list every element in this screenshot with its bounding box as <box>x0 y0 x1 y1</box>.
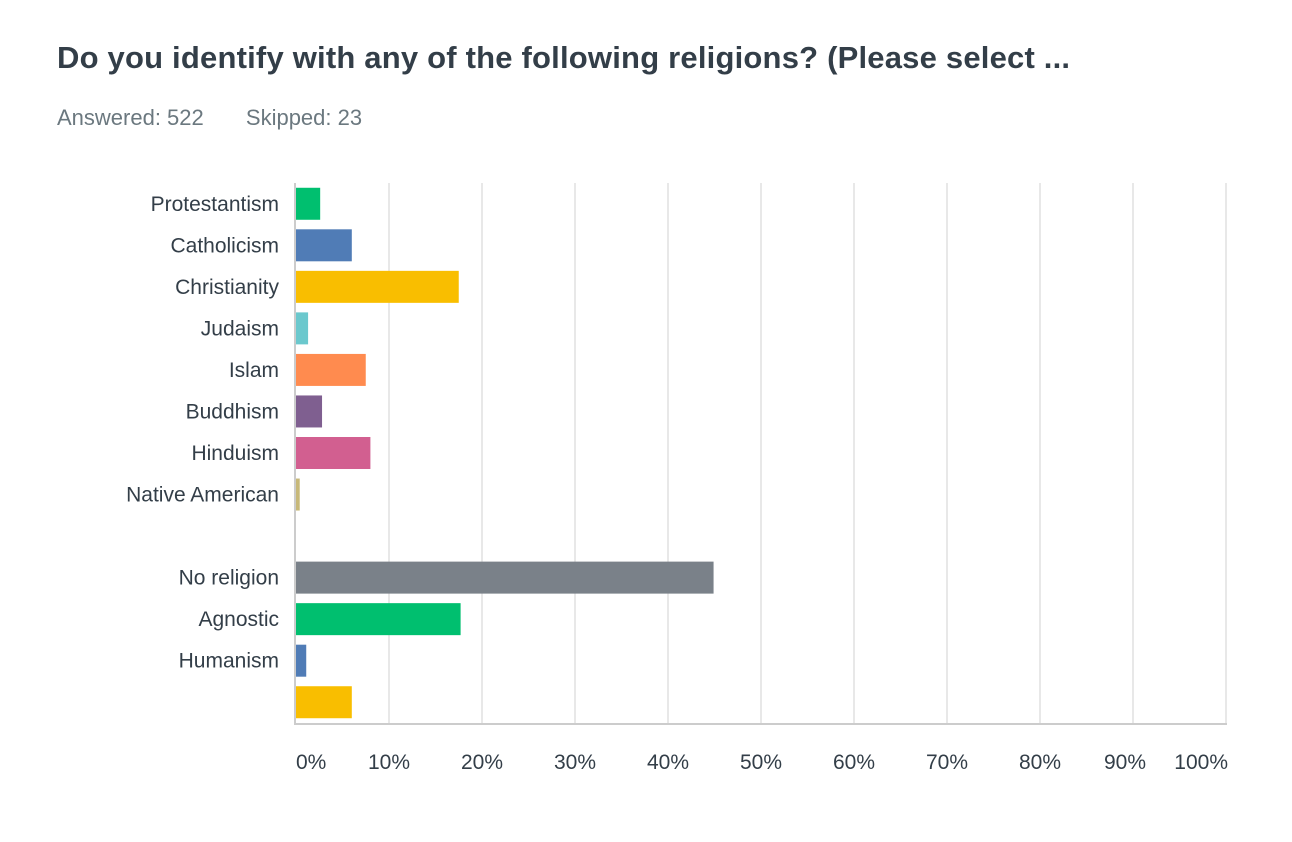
category-label: Buddhism <box>186 400 279 423</box>
category-label: Christianity <box>175 276 279 299</box>
x-tick-label: 20% <box>461 751 503 774</box>
x-tick-label: 0% <box>296 751 326 774</box>
x-tick-label: 30% <box>554 751 596 774</box>
bar-no-religion <box>296 561 714 594</box>
answered-count: Answered: 522 <box>57 105 204 130</box>
category-label: No religion <box>179 567 279 590</box>
bar-native-american <box>296 478 300 511</box>
category-label: Native American <box>126 484 279 507</box>
skipped-count: Skipped: 23 <box>245 105 363 130</box>
bar-hinduism <box>296 437 371 469</box>
response-stats: Answered: 522 Skipped: 23 <box>57 105 398 131</box>
category-label: Agnostic <box>198 608 279 631</box>
category-label: Humanism <box>179 650 279 673</box>
x-tick-label: 10% <box>368 751 410 774</box>
x-tick-label: 80% <box>1019 751 1061 774</box>
x-tick-label: 100% <box>1174 751 1228 774</box>
question-title: Do you identify with any of the followin… <box>57 40 1071 75</box>
category-label: Hinduism <box>191 442 279 465</box>
bar-protestantism <box>296 187 321 220</box>
category-label: Islam <box>229 359 279 382</box>
bar-humanism <box>296 644 307 677</box>
bar-unlabeled <box>296 686 352 719</box>
bar-buddhism <box>296 395 323 428</box>
x-tick-label: 70% <box>926 751 968 774</box>
x-tick-label: 50% <box>740 751 782 774</box>
category-label: Catholicism <box>170 234 279 257</box>
category-label: Judaism <box>201 317 279 340</box>
x-tick-label: 40% <box>647 751 689 774</box>
bar-catholicism <box>296 229 352 262</box>
category-label: Protestantism <box>151 193 279 216</box>
x-tick-label: 60% <box>833 751 875 774</box>
bar-judaism <box>296 312 309 345</box>
bar-agnostic <box>296 603 461 636</box>
bar-islam <box>296 353 366 386</box>
bar-christianity <box>296 270 459 303</box>
x-tick-label: 90% <box>1104 751 1146 774</box>
